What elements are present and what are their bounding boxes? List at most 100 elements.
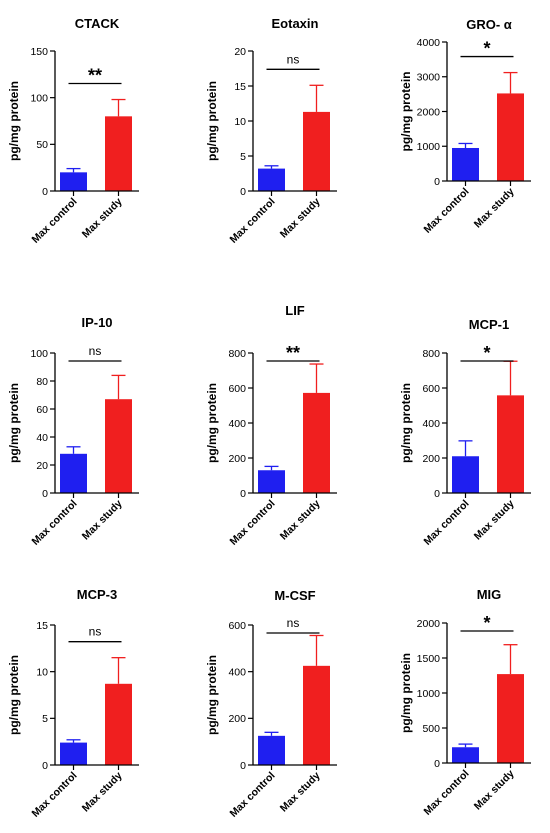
y-tick-label: 50 [36, 139, 48, 151]
bar-max-control [452, 147, 479, 181]
significance-label: ns [287, 616, 300, 630]
y-tick-label: 1000 [417, 141, 441, 153]
chart-title: MCP-1 [469, 317, 509, 332]
y-tick-label: 1000 [417, 688, 441, 700]
panel-m-csf: M-CSF pg/mg protein 0 200 400 600 Max control M… [205, 588, 337, 820]
y-tick-label: 150 [30, 46, 48, 58]
y-tick-label: 100 [30, 348, 48, 360]
x-category-label: Max control [421, 186, 471, 236]
x-category-label: Max study [472, 768, 517, 813]
x-category-label: Max study [80, 498, 125, 543]
y-tick-label: 800 [422, 348, 440, 360]
y-tick-label: 800 [228, 348, 246, 360]
y-tick-label: 4000 [417, 37, 441, 49]
error-bar-max-control [458, 440, 473, 457]
x-category-label: Max control [227, 498, 277, 548]
y-axis-label: pg/mg protein [7, 383, 21, 463]
y-tick-label: 15 [234, 81, 246, 93]
chart-title: Eotaxin [272, 16, 319, 31]
error-bar-max-study [309, 634, 324, 666]
significance-label: * [483, 39, 490, 59]
chart-title: MCP-3 [77, 587, 117, 602]
y-tick-label: 40 [36, 432, 48, 444]
y-tick-label: 10 [234, 116, 246, 128]
error-bar-max-study [111, 98, 126, 117]
chart-title: LIF [285, 303, 305, 318]
y-tick-label: 15 [36, 620, 48, 632]
y-axis-label: pg/mg protein [205, 81, 219, 161]
y-tick-label: 400 [228, 418, 246, 430]
y-tick-label: 80 [36, 376, 48, 388]
y-axis-label: pg/mg protein [205, 383, 219, 463]
x-category-label: Max study [278, 770, 323, 815]
x-category-label: Max study [278, 498, 323, 543]
panel-ctack: CTACK pg/mg protein 0 50 100 150 Max control Ma… [7, 16, 139, 246]
y-axis-label: pg/mg protein [399, 653, 413, 733]
y-tick-label: 400 [228, 666, 246, 678]
panel-eotaxin: Eotaxin pg/mg protein 0 5 10 15 20 Max control M… [205, 16, 337, 246]
bar-max-study [105, 683, 132, 765]
y-tick-label: 200 [228, 713, 246, 725]
y-tick-label: 0 [240, 760, 246, 772]
y-tick-label: 600 [422, 383, 440, 395]
x-category-label: Max control [421, 498, 471, 548]
y-tick-label: 3000 [417, 72, 441, 84]
panel-ip-10: IP-10 pg/mg protein 0 20 40 60 80 100 Max contro… [7, 315, 139, 548]
error-bar-max-control [66, 167, 81, 173]
x-category-label: Max control [29, 196, 79, 246]
significance-label: * [483, 613, 490, 633]
error-bar-max-control [264, 165, 279, 169]
panel-mcp-1: MCP-1 pg/mg protein 0 200 400 600 800 Max contr… [399, 317, 531, 548]
y-axis-label: pg/mg protein [205, 655, 219, 735]
bar-max-control [258, 735, 285, 765]
x-category-label: Max control [29, 770, 79, 820]
error-bar-max-study [503, 71, 518, 94]
y-tick-label: 1500 [417, 653, 441, 665]
y-tick-label: 0 [434, 488, 440, 500]
y-tick-label: 0 [42, 186, 48, 198]
x-category-label: Max study [80, 770, 125, 815]
x-category-label: Max study [472, 498, 517, 543]
error-bar-max-study [309, 363, 324, 393]
y-tick-label: 400 [422, 418, 440, 430]
bar-max-control [452, 747, 479, 763]
x-category-label: Max control [227, 770, 277, 820]
error-bar-max-control [264, 465, 279, 471]
y-tick-label: 20 [36, 460, 48, 472]
bar-max-control [452, 456, 479, 493]
bar-max-control [60, 742, 87, 765]
panel-mcp-3: MCP-3 pg/mg protein 0 5 10 15 Max control Max s… [7, 587, 139, 820]
y-axis-label: pg/mg protein [7, 81, 21, 161]
y-tick-label: 100 [30, 92, 48, 104]
error-bar-max-control [66, 739, 81, 743]
bar-max-study [497, 674, 524, 763]
bar-max-study [303, 392, 330, 493]
x-category-label: Max study [80, 196, 125, 241]
error-bar-max-study [111, 374, 126, 400]
bar-max-study [497, 395, 524, 493]
y-tick-label: 200 [228, 453, 246, 465]
bar-max-study [303, 665, 330, 765]
chart-title: M-CSF [274, 588, 315, 603]
bar-max-control [60, 172, 87, 191]
significance-label: ns [89, 344, 102, 358]
chart-title: IP-10 [81, 315, 112, 330]
y-axis-label: pg/mg protein [399, 72, 413, 152]
bar-max-control [258, 168, 285, 191]
y-tick-label: 2000 [417, 618, 441, 630]
significance-label: ** [286, 343, 300, 363]
x-category-label: Max study [278, 196, 323, 241]
y-tick-label: 5 [42, 713, 48, 725]
y-tick-label: 20 [234, 46, 246, 58]
chart-title: MIG [477, 587, 502, 602]
y-tick-label: 600 [228, 620, 246, 632]
x-category-label: Max control [29, 498, 79, 548]
y-tick-label: 0 [240, 186, 246, 198]
bar-max-control [258, 470, 285, 493]
y-tick-label: 10 [36, 666, 48, 678]
significance-label: ** [88, 66, 102, 86]
y-tick-label: 0 [42, 760, 48, 772]
x-category-label: Max control [421, 768, 471, 818]
y-tick-label: 0 [434, 176, 440, 188]
